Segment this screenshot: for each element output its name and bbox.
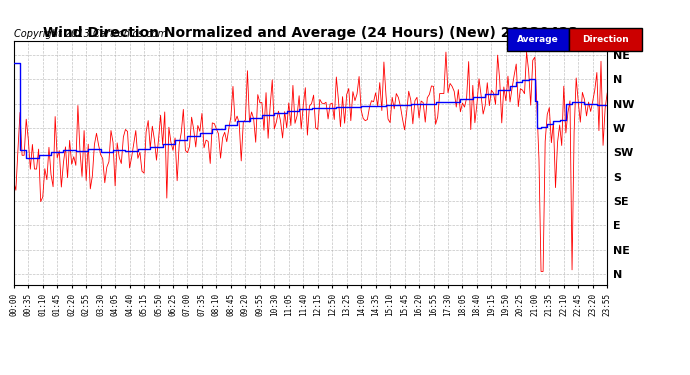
Text: Average: Average [518, 35, 559, 44]
Title: Wind Direction Normalized and Average (24 Hours) (New) 20130423: Wind Direction Normalized and Average (2… [43, 26, 578, 40]
Text: Direction: Direction [582, 35, 629, 44]
Text: Copyright 2013 Cartronics.com: Copyright 2013 Cartronics.com [14, 29, 167, 39]
